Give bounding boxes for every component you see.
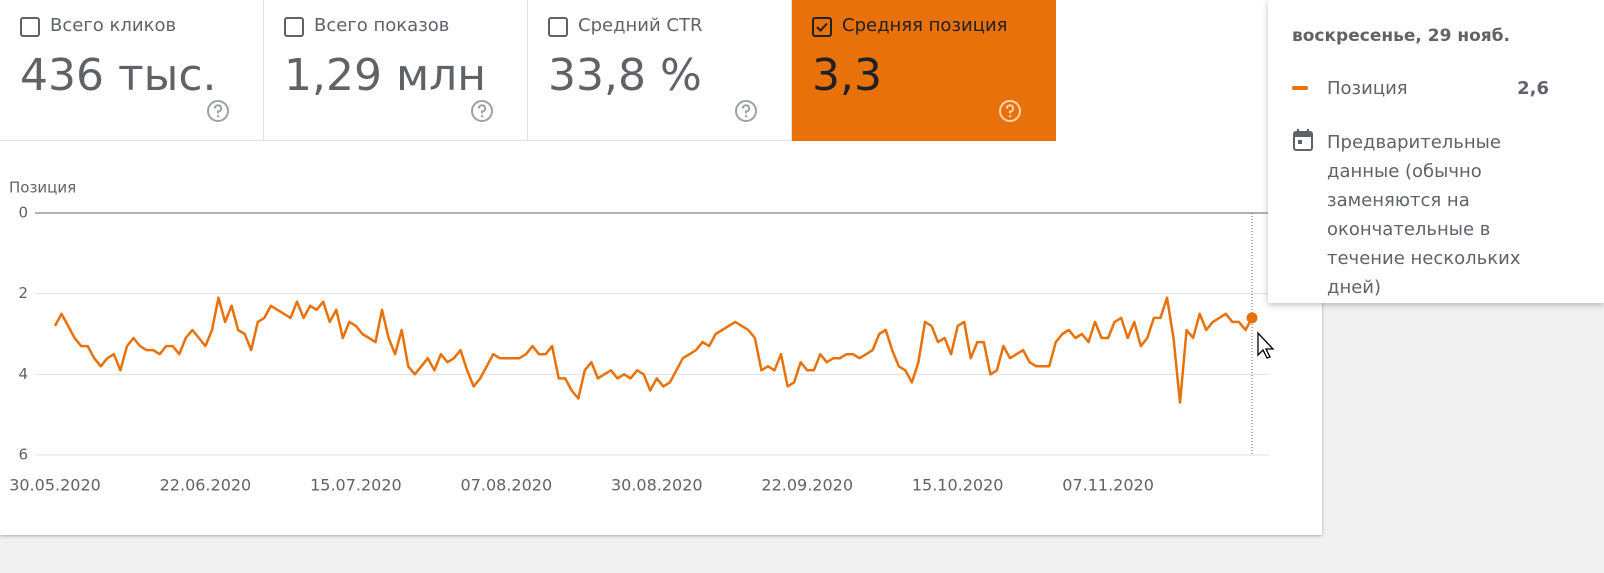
help-circle — [999, 100, 1021, 122]
card-value: 33,8 % — [548, 50, 702, 101]
tooltip: воскресенье, 29 нояб. Позиция 2,6 Предва… — [1268, 0, 1604, 303]
checkbox[interactable] — [19, 16, 41, 38]
metric-card[interactable]: Средняя позиция 3,3 — [792, 0, 1056, 141]
checkmark — [816, 22, 828, 32]
tooltip-date: воскресенье, 29 нояб. — [1292, 26, 1511, 46]
help-icon[interactable] — [470, 99, 494, 123]
x-tick-label: 30.08.2020 — [611, 476, 703, 495]
card-label: Всего показов — [314, 15, 450, 36]
help-circle — [471, 100, 493, 122]
card-label: Всего кликов — [50, 15, 177, 36]
help-circle — [735, 100, 757, 122]
x-tick-label: 15.07.2020 — [310, 476, 402, 495]
calendar-icon — [1293, 129, 1313, 151]
x-tick-label: 07.11.2020 — [1062, 476, 1154, 495]
help-mark — [1005, 104, 1015, 114]
x-tick-label: 15.10.2020 — [912, 476, 1004, 495]
y-tick-label: 6 — [18, 446, 28, 464]
x-tick-label: 30.05.2020 — [9, 476, 101, 495]
metric-card[interactable]: Средний CTR 33,8 % — [528, 0, 792, 141]
help-icon[interactable] — [206, 99, 230, 123]
y-tick-label: 0 — [18, 204, 28, 222]
checkbox[interactable] — [283, 16, 305, 38]
tooltip-series: Позиция — [1327, 78, 1408, 99]
card-value: 3,3 — [812, 50, 882, 101]
card-value: 1,29 млн — [284, 50, 487, 101]
hover-point — [1246, 312, 1258, 324]
help-dot — [744, 115, 748, 118]
metric-card[interactable]: Всего показов 1,29 млн — [264, 0, 528, 141]
y-tick-label: 2 — [18, 284, 28, 302]
tooltip-value: 2,6 — [1517, 78, 1549, 99]
checkbox-box — [20, 17, 40, 37]
checkbox-box — [812, 17, 832, 37]
checkbox[interactable] — [547, 16, 569, 38]
chart: Позиция 0 2 4 6 30.05.2020 22.06.2020 15.07.20… — [9, 179, 1270, 495]
metric-card[interactable]: Всего кликов 436 тыс. — [0, 0, 264, 141]
help-icon[interactable] — [998, 99, 1022, 123]
x-tick-label: 22.06.2020 — [160, 476, 252, 495]
y-axis-title: Позиция — [9, 179, 76, 197]
help-dot — [1008, 115, 1012, 118]
x-tick-label: 22.09.2020 — [761, 476, 853, 495]
checkbox[interactable] — [811, 16, 833, 38]
y-tick-label: 4 — [18, 365, 28, 383]
card-label: Средняя позиция — [842, 15, 1008, 36]
x-tick-label: 07.08.2020 — [461, 476, 553, 495]
help-dot — [216, 115, 220, 118]
tooltip-note: Предварительные данные (обычно заменяютс… — [1327, 132, 1521, 298]
performance-panel: Позиция 0 2 4 6 30.05.2020 22.06.2020 15.07.20… — [0, 0, 1322, 535]
help-dot — [480, 115, 484, 118]
card-value: 436 тыс. — [20, 50, 217, 101]
mouse-cursor — [1257, 331, 1275, 359]
legend-swatch — [1292, 86, 1308, 90]
checkbox-box — [284, 17, 304, 37]
position-line — [53, 296, 1254, 404]
help-mark — [477, 104, 487, 114]
help-mark — [213, 104, 223, 114]
card-label: Средний CTR — [578, 15, 703, 36]
help-mark — [741, 104, 751, 114]
checkbox-box — [548, 17, 568, 37]
help-circle — [207, 100, 229, 122]
help-icon[interactable] — [734, 99, 758, 123]
